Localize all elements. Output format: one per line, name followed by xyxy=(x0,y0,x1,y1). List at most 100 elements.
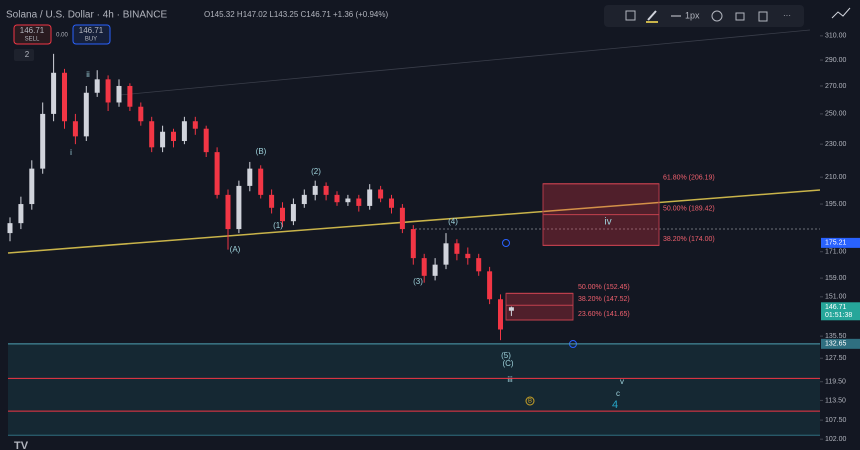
candle-body xyxy=(454,243,460,254)
candle-body xyxy=(421,258,427,276)
candle-body xyxy=(356,198,362,206)
candle-body xyxy=(181,121,187,142)
candle-body xyxy=(443,243,449,265)
candle-body xyxy=(116,85,122,103)
line-width[interactable]: 1px xyxy=(685,10,700,20)
channel-line xyxy=(119,29,811,96)
trend-line xyxy=(7,189,821,254)
y-tick-label: 119.50 xyxy=(825,379,846,386)
logo: TV xyxy=(14,440,29,450)
price-tag xyxy=(821,302,860,321)
price-tag xyxy=(821,237,860,248)
candle-body xyxy=(312,185,318,195)
candle-body xyxy=(72,121,78,137)
candle-body xyxy=(410,229,416,259)
countdown: 01:51:38 xyxy=(825,312,852,319)
zone-band xyxy=(8,344,820,435)
candle-body xyxy=(269,194,275,208)
candle-body xyxy=(465,253,471,259)
candle-body xyxy=(138,106,144,122)
fib-label: 38.20% (147.52) xyxy=(578,296,630,303)
more-icon[interactable]: ··· xyxy=(783,11,791,20)
candle-body xyxy=(280,207,285,222)
buy-price: 146.71 xyxy=(79,26,104,35)
buy-button[interactable] xyxy=(72,24,111,45)
candle-body xyxy=(51,72,57,114)
wave-circle xyxy=(525,396,535,406)
candle-body xyxy=(149,121,155,148)
wave-label: (4) xyxy=(448,217,458,226)
anchor-point xyxy=(502,239,510,247)
price-tag-label: 146.71 xyxy=(825,304,847,311)
color-icon[interactable] xyxy=(647,10,657,21)
settings-icon[interactable] xyxy=(711,10,723,22)
fib-label: 61.80% (206.19) xyxy=(663,175,715,182)
sell-button[interactable] xyxy=(13,24,52,45)
candle-body xyxy=(214,152,220,195)
fib-label: 38.20% (174.00) xyxy=(663,236,715,243)
collapse-button[interactable] xyxy=(14,49,34,61)
drawing-toolbar xyxy=(604,5,804,27)
candle-body xyxy=(94,79,100,93)
price-tag-label: 175.21 xyxy=(825,240,847,247)
price-tag xyxy=(821,338,860,349)
y-tick-label: 135.50 xyxy=(825,333,847,340)
wave-label: (B) xyxy=(256,147,267,156)
candle-body xyxy=(171,131,176,142)
symbol-title: Solana / U.S. Dollar · 4h · BINANCE xyxy=(6,10,167,21)
y-tick-label: 230.00 xyxy=(825,141,847,148)
price-tag-label: 132.65 xyxy=(825,341,847,348)
candle-body xyxy=(334,194,340,203)
wave-label: (3) xyxy=(413,277,423,286)
wave-label: iv xyxy=(604,217,611,228)
candle-body xyxy=(18,204,24,224)
fib-label: 50.00% (152.45) xyxy=(578,284,630,291)
fib-label: 23.60% (141.65) xyxy=(578,311,630,318)
wave-label: B xyxy=(528,399,532,405)
wave-label: i xyxy=(70,148,72,157)
template-icon[interactable] xyxy=(625,10,636,21)
y-tick-label: 107.50 xyxy=(825,417,847,424)
lock-icon[interactable] xyxy=(735,12,745,21)
candle-body xyxy=(7,223,13,234)
y-tick-label: 151.00 xyxy=(825,294,847,301)
candle-body xyxy=(290,204,296,222)
y-tick-label: 250.00 xyxy=(825,111,847,118)
wave-label: (A) xyxy=(230,245,241,254)
candle-body xyxy=(258,168,264,195)
candle-body xyxy=(203,128,209,153)
candle-body xyxy=(367,189,373,206)
fib-zone xyxy=(505,292,574,321)
ohlc: O145.32 H147.02 L143.25 C146.71 +1.36 (+… xyxy=(204,10,388,19)
buy-label: BUY xyxy=(85,37,97,43)
candle-body xyxy=(378,189,384,199)
spread: 0.00 xyxy=(56,33,68,39)
wave-label: (2) xyxy=(311,167,321,176)
candle-body xyxy=(476,258,482,272)
candles xyxy=(7,53,514,341)
candle-body xyxy=(62,72,67,122)
candle-body xyxy=(498,299,503,330)
candle-body xyxy=(399,207,405,230)
candle-body xyxy=(160,131,166,148)
wave-label: (5) xyxy=(501,351,511,360)
y-tick-label: 210.00 xyxy=(825,174,847,181)
collapse-count: 2 xyxy=(25,50,30,59)
wave-label: 4 xyxy=(612,399,618,411)
y-tick-label: 127.50 xyxy=(825,355,847,362)
sell-label: SELL xyxy=(25,37,40,43)
y-tick-label: 270.00 xyxy=(825,83,847,90)
y-tick-label: 113.50 xyxy=(825,397,846,404)
candle-body xyxy=(225,194,231,230)
indicator-icon[interactable] xyxy=(831,7,851,19)
wave-label: ii xyxy=(86,70,90,79)
y-tick-label: 102.00 xyxy=(825,436,847,443)
fib-label: 50.00% (189.42) xyxy=(663,205,715,212)
candle-body xyxy=(127,85,133,107)
candle-body xyxy=(236,185,242,230)
y-tick-label: 310.00 xyxy=(825,33,847,40)
candle-body xyxy=(487,271,493,300)
y-tick-label: 290.00 xyxy=(825,57,847,64)
delete-icon[interactable] xyxy=(758,11,768,22)
